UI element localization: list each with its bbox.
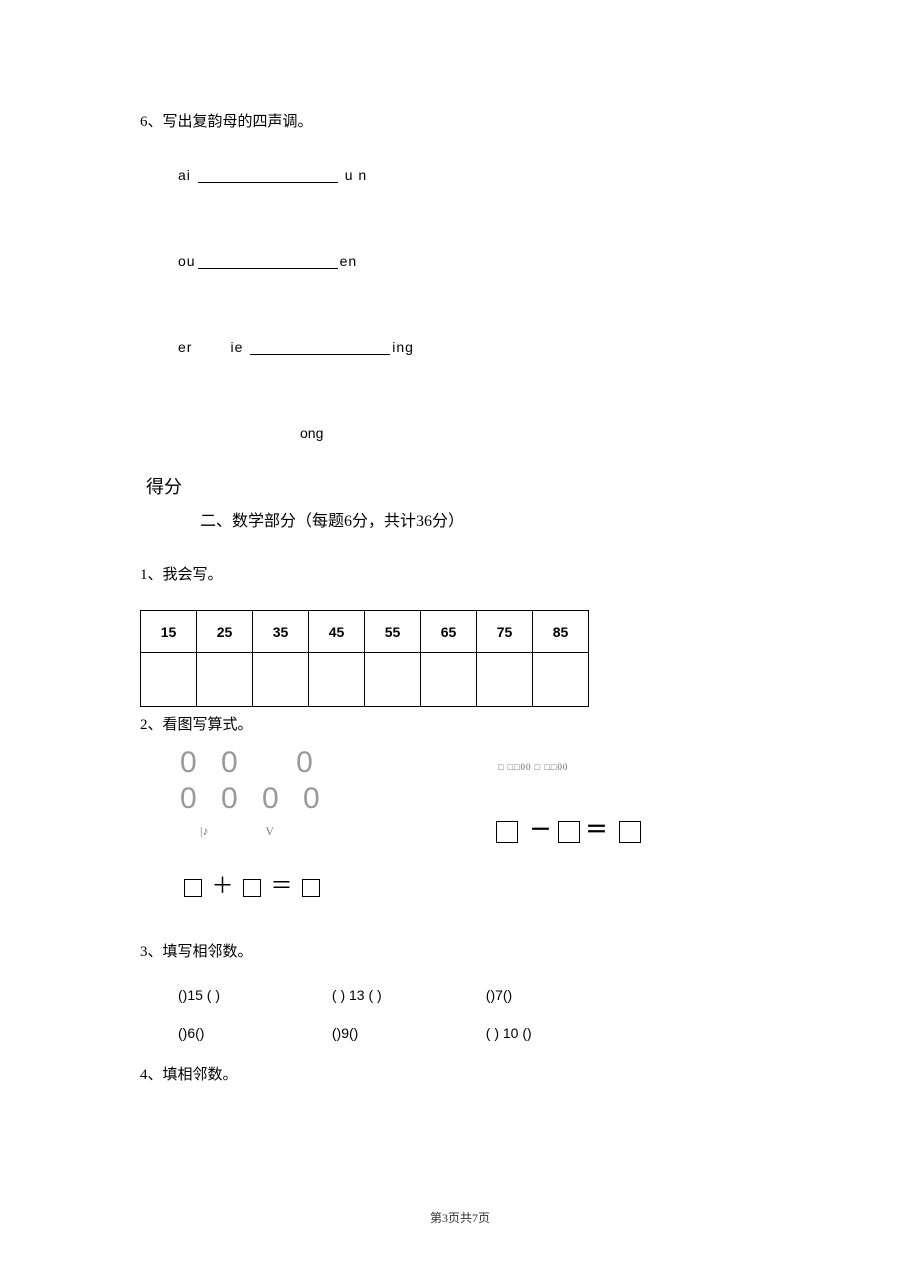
q6-line-3: er ie ing [178, 339, 780, 355]
table-cell: 35 [253, 611, 309, 653]
tiny-pattern: □ □□00 □ □□00 [498, 762, 568, 772]
table-row [141, 653, 589, 707]
zeros-row-2: 0 0 0 0 [180, 782, 328, 816]
z1a: 0 0 [180, 746, 246, 779]
table-cell-empty [365, 653, 421, 707]
q6-line-2: ou en [178, 253, 780, 269]
mark2: V [265, 824, 274, 839]
score-label: 得分 [146, 473, 780, 499]
eq-sign: ＝ [586, 817, 608, 842]
minus-sign: － [530, 817, 552, 842]
q6-l3-c: ing [392, 339, 414, 355]
section-2-title: 二、数学部分（每题6分，共计36分） [200, 507, 780, 531]
table-cell: 75 [477, 611, 533, 653]
table-cell: 25 [197, 611, 253, 653]
box-icon [558, 821, 580, 843]
q3-title: 3、填写相邻数。 [140, 940, 780, 961]
number-table: 15 25 35 45 55 65 75 85 [140, 610, 589, 707]
mark1: |♪ [200, 824, 208, 838]
table-cell-empty [253, 653, 309, 707]
q1-title: 1、我会写。 [140, 563, 780, 584]
table-cell-empty [197, 653, 253, 707]
q6-l2-b: en [340, 253, 358, 269]
q4-title: 4、填相邻数。 [140, 1063, 780, 1084]
q3-row: ()6() ()9() ( ) 10 () [178, 1025, 780, 1041]
table-cell-empty [421, 653, 477, 707]
z1b: 0 [296, 746, 321, 779]
q3-cell: ()7() [486, 987, 636, 1003]
zeros-row-1: 0 0 0 [180, 746, 321, 780]
table-cell: 65 [421, 611, 477, 653]
table-cell-empty [141, 653, 197, 707]
table-cell: 85 [533, 611, 589, 653]
q6-l3-b: ie [230, 339, 243, 355]
q6-line-1: ai u n [178, 167, 780, 183]
box-icon [619, 821, 641, 843]
q2-figure: 0 0 0 0 0 0 0 |♪ V □ □□00 □ □□00 ＋ ＝ －＝ [140, 740, 780, 930]
table-cell: 45 [309, 611, 365, 653]
blank [198, 182, 338, 183]
q6-line-4: ong [300, 425, 780, 441]
table-cell: 15 [141, 611, 197, 653]
q2-title: 2、看图写算式。 [140, 713, 780, 734]
q3-cell: ()6() [178, 1025, 328, 1041]
q6-title: 6、写出复韵母的四声调。 [140, 110, 780, 131]
table-cell-empty [533, 653, 589, 707]
q3-cell: ()9() [332, 1025, 482, 1041]
plus-sign: ＋ [212, 873, 234, 898]
blank [250, 354, 390, 355]
page-content: 6、写出复韵母的四声调。 ai u n ou en er ie ing ong 得分… [0, 0, 920, 1084]
q3-rows: ()15 ( ) ( ) 13 ( ) ()7() ()6() ()9() ( … [178, 987, 780, 1041]
table-row: 15 25 35 45 55 65 75 85 [141, 611, 589, 653]
page-footer: 第3页共7页 [0, 1209, 920, 1226]
table-cell-empty [477, 653, 533, 707]
q3-cell: ( ) 10 () [486, 1025, 636, 1041]
blank [198, 268, 338, 269]
q3-row: ()15 ( ) ( ) 13 ( ) ()7() [178, 987, 780, 1003]
table-cell-empty [309, 653, 365, 707]
q6-l3-a: er [178, 339, 192, 355]
box-icon [302, 879, 320, 897]
box-icon [184, 879, 202, 897]
box-icon [496, 821, 518, 843]
box-icon [243, 879, 261, 897]
equation-minus: －＝ [490, 812, 647, 844]
q6-l2-a: ou [178, 253, 196, 269]
q3-cell: ()15 ( ) [178, 987, 328, 1003]
q3-cell: ( ) 13 ( ) [332, 987, 482, 1003]
table-cell: 55 [365, 611, 421, 653]
q6-l1-b: u n [345, 167, 367, 183]
q6-l1-a: ai [178, 167, 191, 183]
equation-plus: ＋ ＝ [180, 868, 324, 900]
small-marks: |♪ V [200, 824, 274, 839]
eq-sign: ＝ [271, 873, 293, 898]
